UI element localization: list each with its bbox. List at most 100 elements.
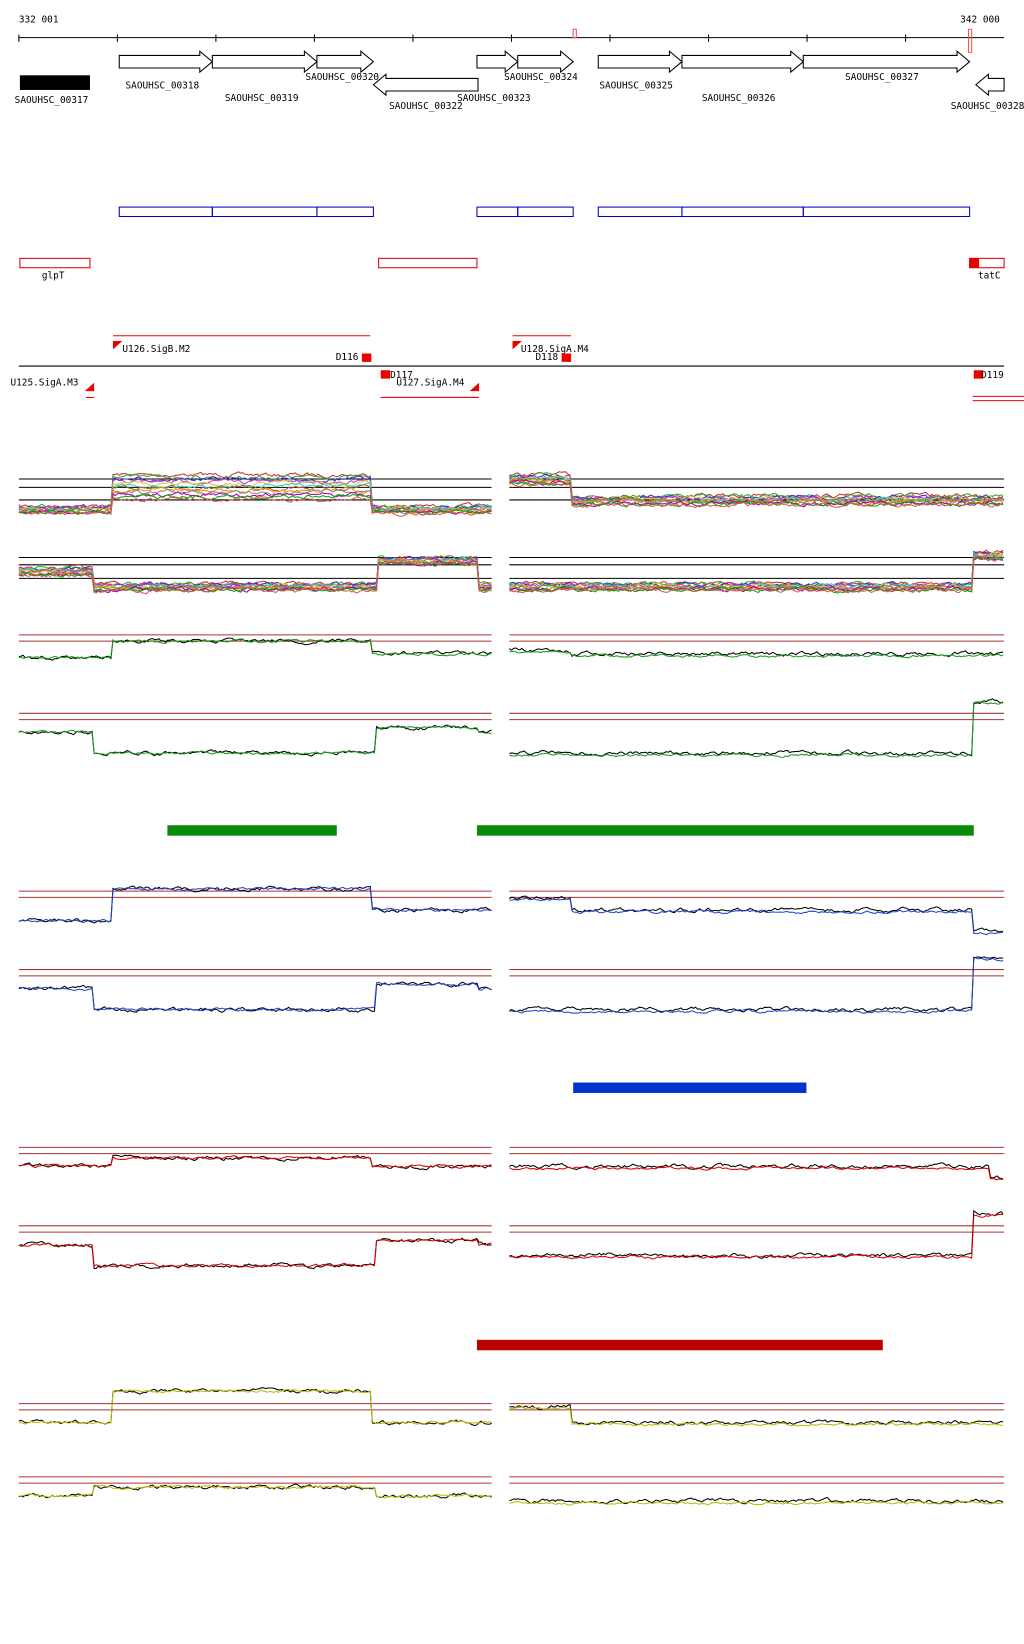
promoter-label: U128.SigA.M4	[521, 344, 589, 355]
operon-label: tatC	[978, 271, 1001, 282]
trace	[509, 554, 1004, 592]
gene-arrow	[517, 50, 575, 74]
trace	[18, 886, 492, 924]
trace	[18, 637, 492, 661]
trace	[509, 482, 1004, 509]
trace	[18, 484, 492, 514]
trace	[18, 724, 492, 757]
operon	[19, 257, 91, 269]
promoter	[112, 340, 123, 350]
cluster-bar	[476, 825, 974, 836]
trace	[509, 895, 1004, 933]
terminator-label: D117	[390, 370, 413, 381]
trace	[18, 495, 492, 517]
ruler-mark	[572, 28, 577, 39]
terminator	[380, 370, 391, 379]
trace	[18, 479, 492, 512]
trace	[509, 1406, 1004, 1427]
gene-arrow	[476, 50, 519, 74]
terminator	[561, 353, 572, 362]
promoter-label: U125.SigA.M3	[10, 377, 78, 388]
trace	[509, 650, 1004, 659]
gene-label: SAOUHSC_00319	[225, 93, 299, 104]
gene-label: SAOUHSC_00320	[305, 72, 379, 83]
trace	[18, 1154, 492, 1171]
trace	[509, 897, 1004, 936]
ruler-mark	[968, 28, 973, 53]
cluster-bar	[167, 825, 337, 836]
trace	[18, 556, 492, 589]
trace	[509, 555, 1004, 594]
cds-box	[517, 206, 574, 218]
terminator-label: D116	[336, 352, 359, 363]
gene	[19, 75, 90, 90]
trace	[509, 701, 1004, 758]
gene-arrow	[316, 50, 375, 74]
cluster-bar	[573, 1082, 807, 1093]
terminator	[973, 370, 984, 379]
trace	[509, 549, 1004, 588]
trace	[18, 1238, 492, 1269]
cds-box	[802, 206, 971, 218]
trace	[18, 638, 492, 660]
trace	[18, 981, 492, 1012]
terminator-label: D119	[981, 370, 1004, 381]
gene-arrow	[597, 50, 683, 74]
trace	[509, 1165, 1004, 1181]
trace	[509, 1500, 1004, 1506]
cds-box	[118, 206, 213, 218]
gene-label: SAOUHSC_00317	[15, 95, 89, 106]
gene-arrow	[372, 73, 479, 97]
trace	[509, 471, 1004, 500]
cds-box	[211, 206, 318, 218]
ruler-end: 342 000	[960, 14, 1000, 25]
cds-box	[681, 206, 804, 218]
trace	[509, 476, 1004, 505]
operon-fill	[969, 258, 980, 268]
cds-box	[476, 206, 519, 218]
promoter	[469, 382, 480, 392]
trace	[509, 1403, 1004, 1427]
trace	[509, 551, 1004, 590]
trace	[509, 1162, 1004, 1180]
gene-label: SAOUHSC_00328	[951, 101, 1024, 112]
promoter-label: U126.SigB.M2	[122, 344, 190, 355]
trace	[18, 1388, 492, 1425]
gene-arrow	[681, 50, 805, 74]
trace	[509, 956, 1004, 1013]
gene-arrow	[975, 73, 1005, 97]
trace	[18, 1387, 492, 1427]
gene-arrow	[211, 50, 318, 74]
gene-label: SAOUHSC_00318	[126, 80, 200, 91]
trace	[18, 1484, 492, 1499]
cds-box	[316, 206, 374, 218]
trace	[509, 957, 1004, 1014]
trace	[509, 647, 1004, 658]
gene-label: SAOUHSC_00322	[389, 101, 463, 112]
trace	[18, 725, 492, 756]
terminator	[361, 353, 372, 362]
trace	[509, 698, 1004, 757]
gene-label: SAOUHSC_00325	[599, 80, 673, 91]
trace	[18, 1483, 492, 1499]
trace	[18, 560, 492, 595]
trace	[18, 1155, 492, 1169]
gene-label: SAOUHSC_00327	[845, 72, 919, 83]
ruler-start: 332 001	[19, 14, 59, 25]
cds-box	[597, 206, 683, 218]
terminator-label: D118	[536, 352, 559, 363]
gene-label: SAOUHSC_00323	[457, 93, 531, 104]
trace	[18, 981, 492, 1013]
gene-arrow	[118, 50, 214, 74]
operon	[378, 257, 478, 269]
trace	[18, 1237, 492, 1270]
trace	[509, 556, 1004, 593]
gene-label: SAOUHSC_00324	[504, 72, 578, 83]
trace	[509, 474, 1004, 502]
promoter-label: U127.SigA.M4	[396, 377, 464, 388]
trace	[509, 1213, 1004, 1260]
gene-label: SAOUHSC_00326	[702, 93, 776, 104]
trace	[509, 1496, 1004, 1505]
cluster-bar	[476, 1339, 883, 1351]
